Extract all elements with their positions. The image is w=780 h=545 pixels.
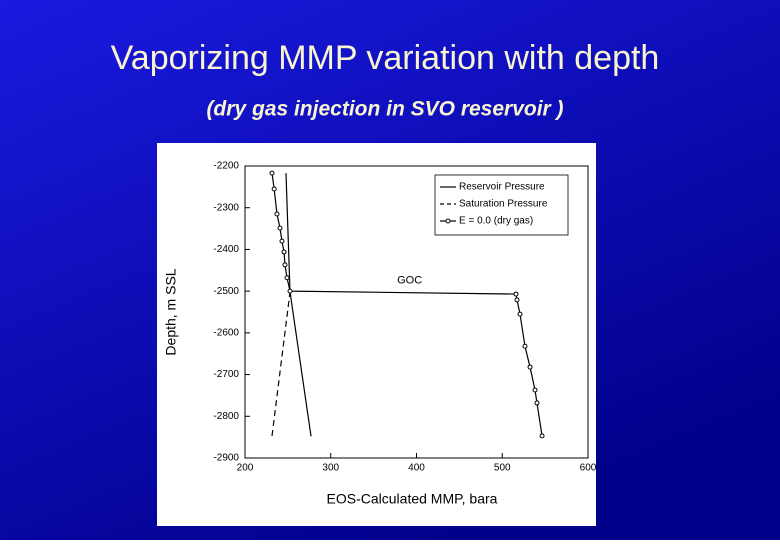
slide-subtitle: (dry gas injection in SVO reservoir ): [206, 98, 563, 121]
marker: [287, 288, 293, 294]
x-tick-label: 600: [580, 463, 597, 474]
marker: [539, 433, 545, 439]
slide-title: Vaporizing MMP variation with depth: [111, 39, 660, 77]
legend-label: E = 0.0 (dry gas): [459, 216, 533, 227]
legend-marker: [445, 218, 451, 224]
marker: [284, 275, 290, 281]
y-axis-label: Depth, m SSL: [163, 268, 179, 355]
x-axis-label: EOS-Calculated MMP, bara: [327, 491, 498, 507]
legend-label: Reservoir Pressure: [459, 182, 545, 193]
x-tick-label: 500: [494, 463, 511, 474]
marker: [532, 387, 538, 393]
y-tick-label: -2200: [213, 161, 239, 172]
annotation: GOC: [397, 275, 422, 287]
y-tick-label: -2500: [213, 286, 239, 297]
y-tick-label: -2900: [213, 453, 239, 464]
marker: [281, 249, 287, 255]
marker: [279, 238, 285, 244]
x-tick-label: 200: [237, 463, 254, 474]
y-tick-label: -2700: [213, 369, 239, 380]
legend: Reservoir Pressure Saturation Pressure E =…: [434, 174, 569, 236]
marker: [513, 291, 519, 297]
y-tick-label: -2600: [213, 327, 239, 338]
marker: [271, 186, 277, 192]
marker: [274, 211, 280, 217]
y-tick-label: -2400: [213, 244, 239, 255]
marker: [282, 262, 288, 268]
marker: [527, 364, 533, 370]
marker: [517, 311, 523, 317]
x-tick-label: 400: [408, 463, 425, 474]
legend-box: [434, 174, 569, 236]
marker: [522, 343, 528, 349]
legend-label: Saturation Pressure: [459, 199, 548, 210]
y-tick-label: -2800: [213, 411, 239, 422]
marker: [277, 225, 283, 231]
y-tick-label: -2300: [213, 202, 239, 213]
marker: [269, 170, 275, 176]
marker: [514, 297, 520, 303]
series-line: [271, 291, 291, 436]
marker: [534, 400, 540, 406]
x-tick-label: 300: [322, 463, 339, 474]
